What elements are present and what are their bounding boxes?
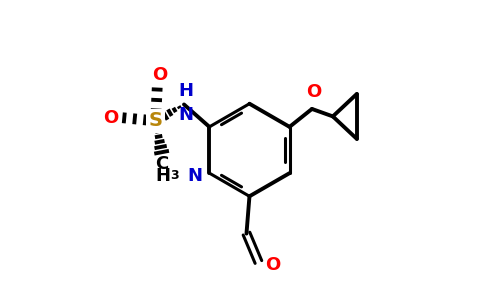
Text: S: S bbox=[149, 111, 163, 130]
Text: H: H bbox=[155, 167, 170, 184]
Text: 3: 3 bbox=[170, 169, 179, 182]
Text: O: O bbox=[103, 109, 118, 127]
Text: O: O bbox=[306, 83, 321, 101]
Text: H: H bbox=[178, 82, 193, 100]
Text: O: O bbox=[152, 66, 168, 84]
Text: N: N bbox=[178, 106, 193, 124]
Text: O: O bbox=[265, 256, 280, 274]
Text: N: N bbox=[188, 167, 203, 185]
Text: C: C bbox=[155, 155, 168, 173]
